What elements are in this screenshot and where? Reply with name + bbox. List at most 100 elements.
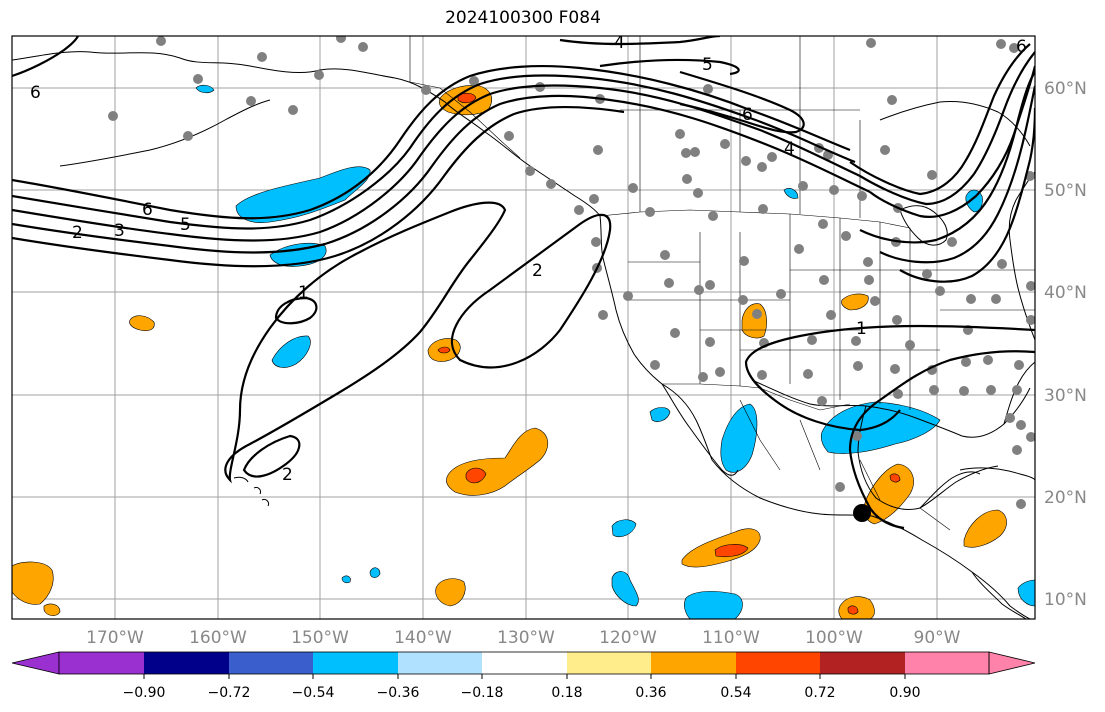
baja-peninsula (661, 383, 739, 476)
orange-patch-south-pacific (435, 578, 466, 607)
lat-label: 40°N (1044, 283, 1087, 303)
blue-patch-gulf-alaska (235, 166, 371, 223)
canada-provinces (620, 36, 861, 218)
red-patch-alaska-panhandle (457, 92, 477, 104)
contour-east-stack-4 (859, 71, 1035, 244)
aleutians (59, 99, 271, 167)
colorbar-segment (229, 652, 313, 674)
contour-2-west (12, 105, 625, 268)
contour-label-1b: 1 (856, 319, 867, 339)
hawaii-islands (233, 476, 269, 507)
contour-east-stack-3 (849, 43, 1031, 196)
contour-label-4a: 4 (784, 139, 795, 159)
colorbar-label: −0.36 (377, 685, 420, 701)
contour-6-north (679, 70, 805, 134)
colorbar-segment (59, 652, 144, 674)
contour-5-west (12, 74, 856, 230)
florida (1003, 361, 1035, 425)
alaska-coast (12, 51, 601, 217)
great-lakes (899, 205, 948, 246)
colorbar-label: 0.18 (551, 685, 582, 701)
colorbar-segment (905, 652, 989, 674)
red-patch-west-pacific (437, 346, 451, 354)
contour-2-inner (242, 434, 301, 478)
contour-1-east (744, 324, 1035, 432)
contour-1-gulf (848, 350, 1035, 530)
blue-patch-pacific-south (684, 591, 743, 619)
orange-patch-sw-pacific (12, 561, 54, 605)
lon-label: 150°W (291, 628, 349, 648)
contour-lines (12, 36, 1035, 530)
contour-3-west (12, 94, 871, 254)
red-patch-east-pacific-south (847, 605, 859, 615)
orange-patch-sw-small (43, 603, 61, 616)
lat-label: 50°N (1044, 181, 1087, 201)
contour-6-west (12, 65, 851, 220)
orange-patch-caribbean (963, 509, 1007, 548)
contour-1-small (274, 296, 318, 325)
grid-lines (12, 36, 1035, 619)
lon-label: 100°W (805, 628, 863, 648)
orange-patch-west-small (129, 315, 155, 332)
blue-patch-pacific-small2 (611, 571, 639, 607)
colorbar-segment (482, 652, 567, 674)
lon-label: 120°W (599, 628, 657, 648)
orange-patch-plains (841, 293, 869, 311)
colorbar-segment (736, 652, 820, 674)
colorbar-segment (398, 652, 482, 674)
longitude-labels: 170°W 160°W 150°W 140°W 130°W 120°W 110°… (86, 628, 961, 648)
state-lines (628, 214, 1035, 410)
contour-label-1a: 1 (298, 283, 309, 303)
blue-patch-east-coast (965, 189, 983, 213)
contour-label-5b: 5 (702, 55, 713, 75)
colorbar: −0.90 −0.72 −0.54 −0.36 −0.18 0.18 0.36 … (11, 651, 1036, 701)
lat-label: 20°N (1044, 488, 1087, 508)
lat-label: 10°N (1044, 590, 1087, 610)
blue-patch-gulf-california (720, 403, 758, 473)
colorbar-frame (58, 651, 990, 675)
blue-patch-tiny2 (341, 575, 351, 584)
contour-label-2b: 2 (532, 261, 543, 281)
colorbar-label: 0.54 (720, 685, 751, 701)
contour-label-2c: 2 (282, 465, 293, 485)
blue-patch-rockies (783, 188, 799, 199)
map-frame (11, 35, 1036, 620)
contour-label-4b: 4 (614, 33, 625, 53)
lon-label: 110°W (702, 628, 760, 648)
blue-patch-baja (649, 407, 671, 422)
contour-east-stack-6 (899, 107, 1035, 283)
alaska-canada-border (409, 36, 521, 159)
colorbar-ticks (143, 674, 906, 679)
mexico-states (739, 399, 951, 531)
red-patch-central-pacific (465, 467, 487, 484)
colorbar-label: −0.54 (292, 685, 335, 701)
lon-label: 90°W (914, 628, 961, 648)
lat-label: 30°N (1044, 386, 1087, 406)
us-west-coast (599, 215, 713, 461)
contour-2-pacific-lobe (224, 201, 507, 484)
contour-2-coastal (450, 213, 612, 369)
colorbar-label: 0.36 (635, 685, 666, 701)
anomaly-fills (12, 84, 1035, 619)
map-title: 2024100300 F084 (445, 8, 601, 28)
central-america (971, 571, 1027, 619)
contour-north-west (12, 36, 79, 78)
colorbar-segment (567, 652, 651, 674)
colorbar-segment (651, 652, 736, 674)
blue-patch-tiny1 (369, 567, 381, 578)
lat-label: 60°N (1044, 79, 1087, 99)
blue-patch-pacific-small1 (611, 519, 637, 538)
latitude-labels: 60°N 50°N 40°N 30°N 20°N 10°N (1044, 79, 1087, 610)
yucatan (919, 471, 981, 509)
contour-4-west (12, 84, 861, 242)
contour-4-north (559, 36, 721, 46)
colorbar-label: −0.90 (123, 685, 166, 701)
contour-5-north (599, 58, 740, 76)
storm-marker (853, 504, 871, 522)
contour-label-2a: 2 (72, 223, 83, 243)
contour-label-6c: 6 (30, 83, 41, 103)
contour-label-group: 6 6 6 6 5 5 4 4 3 2 2 2 1 1 (30, 33, 1027, 485)
lon-label: 170°W (86, 628, 144, 648)
contour-label-6a: 6 (142, 200, 153, 220)
